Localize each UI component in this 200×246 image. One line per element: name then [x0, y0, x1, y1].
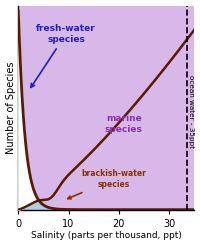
Text: fresh-water
species: fresh-water species: [31, 24, 96, 87]
Text: brackish-water
species: brackish-water species: [68, 169, 146, 199]
Text: ocean water - 35ppt: ocean water - 35ppt: [188, 75, 194, 148]
Y-axis label: Number of Species: Number of Species: [6, 61, 16, 154]
Text: marine
species: marine species: [105, 114, 143, 134]
X-axis label: Salinity (parts per thousand, ppt): Salinity (parts per thousand, ppt): [31, 231, 182, 240]
